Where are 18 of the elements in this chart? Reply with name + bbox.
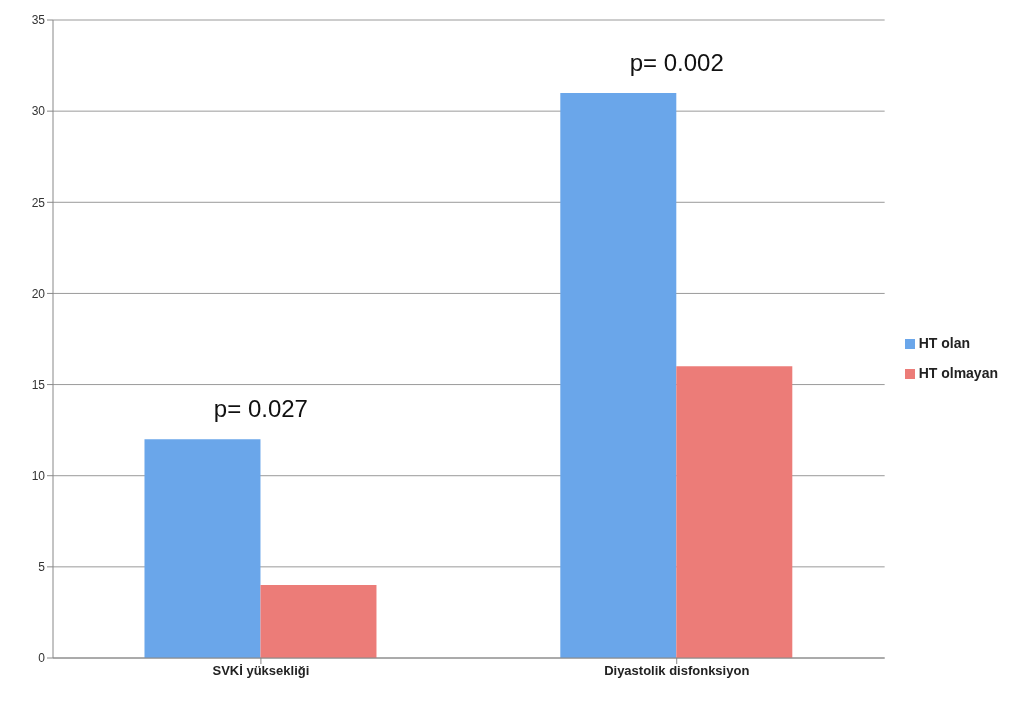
y-tick-label: 5 bbox=[38, 560, 46, 575]
bar bbox=[676, 366, 793, 658]
y-tick-label: 15 bbox=[31, 377, 46, 392]
y-tick-label: 30 bbox=[31, 104, 46, 119]
y-tick-label: 35 bbox=[31, 13, 46, 28]
legend-label: HT olan bbox=[918, 335, 970, 351]
annotation: p= 0.002 bbox=[629, 48, 724, 76]
x-tick-label: Diyastolik disfonksiyon bbox=[604, 663, 750, 679]
bar bbox=[260, 585, 377, 658]
y-tick-label: 0 bbox=[38, 651, 46, 666]
bar bbox=[144, 439, 261, 658]
legend-label: HT olmayan bbox=[918, 365, 998, 381]
bar bbox=[560, 92, 677, 658]
annotation: p= 0.027 bbox=[213, 395, 308, 423]
x-tick-label: SVKİ yüksekliği bbox=[212, 663, 310, 679]
y-tick-label: 10 bbox=[31, 468, 46, 483]
y-tick-label: 25 bbox=[31, 195, 46, 210]
y-tick-label: 20 bbox=[31, 286, 46, 301]
